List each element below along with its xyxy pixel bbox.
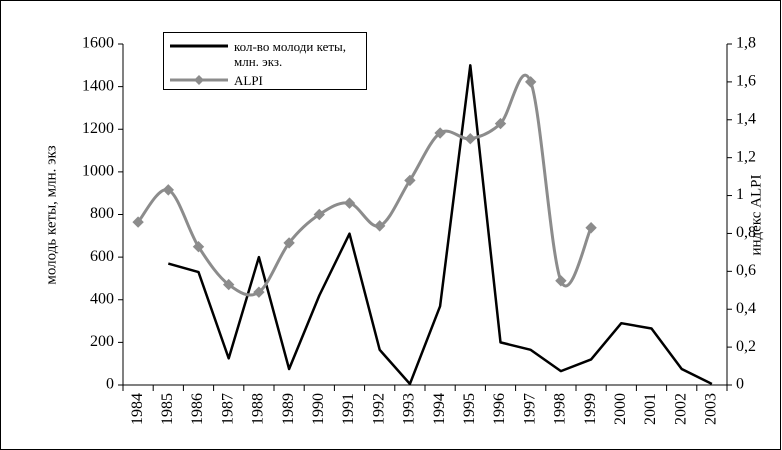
x-tick-label: 2003 bbox=[703, 393, 720, 425]
y-tick-label: 1600 bbox=[82, 35, 114, 52]
y-tick-label: 400 bbox=[90, 290, 114, 307]
legend-swatch bbox=[170, 44, 228, 48]
y-tick-label: 600 bbox=[90, 248, 114, 265]
marker bbox=[313, 208, 326, 221]
x-tick-label: 1988 bbox=[250, 393, 267, 425]
marker bbox=[283, 237, 295, 249]
y-tick-label: 0 bbox=[106, 376, 114, 393]
marker bbox=[434, 127, 446, 139]
marker bbox=[464, 133, 477, 145]
marker bbox=[555, 275, 567, 287]
y2-tick-label: 0,2 bbox=[736, 338, 756, 355]
y-tick-label: 800 bbox=[90, 205, 114, 222]
x-tick-label: 1995 bbox=[461, 393, 478, 425]
legend: кол-во молоди кеты, млн. экз. ALPI bbox=[163, 32, 367, 90]
marker bbox=[585, 222, 597, 234]
y2-tick-label: 0 bbox=[736, 376, 744, 393]
y2-tick-label: 0,4 bbox=[736, 300, 756, 317]
x-tick-label: 1991 bbox=[340, 393, 357, 425]
x-tick-label: 1994 bbox=[431, 393, 448, 425]
marker bbox=[253, 286, 265, 298]
x-tick-label: 1986 bbox=[189, 393, 206, 425]
marker bbox=[373, 220, 386, 232]
marker bbox=[222, 278, 235, 291]
y-tick-label: 1200 bbox=[82, 120, 114, 137]
marker bbox=[494, 117, 507, 130]
legend-marker bbox=[194, 75, 204, 85]
x-tick-label: 2002 bbox=[672, 393, 689, 425]
series-line bbox=[167, 64, 713, 386]
marker bbox=[404, 174, 416, 187]
x-tick-label: 1996 bbox=[491, 393, 508, 425]
y2-tick-label: 1,2 bbox=[736, 148, 756, 165]
x-tick-label: 1985 bbox=[159, 393, 176, 425]
y2-tick-label: 1,4 bbox=[736, 110, 756, 127]
x-tick-label: 1984 bbox=[129, 393, 146, 425]
y2-axis-label: индекс ALPI bbox=[748, 174, 764, 255]
y2-tick-label: 0,8 bbox=[736, 224, 756, 241]
x-tick-label: 1990 bbox=[310, 393, 327, 425]
x-tick-label: 1999 bbox=[582, 393, 599, 425]
marker bbox=[343, 197, 356, 209]
x-tick-label: 1992 bbox=[370, 393, 387, 425]
y-tick-label: 1000 bbox=[82, 163, 114, 180]
x-tick-label: 1993 bbox=[401, 393, 418, 425]
x-tick-label: 1987 bbox=[219, 393, 236, 425]
marker bbox=[132, 216, 144, 228]
legend-label: кол-во молоди кеты, млн. экз. bbox=[234, 39, 347, 69]
marker bbox=[192, 240, 205, 253]
y2-tick-label: 0,6 bbox=[736, 262, 756, 279]
y-tick-label: 1400 bbox=[82, 77, 114, 94]
series-line bbox=[136, 73, 593, 297]
x-tick-label: 2001 bbox=[642, 393, 659, 425]
legend-swatch bbox=[170, 75, 228, 85]
marker bbox=[524, 76, 537, 88]
x-tick-label: 1989 bbox=[280, 393, 297, 425]
legend-label: ALPI bbox=[234, 73, 263, 88]
x-tick-label: 1998 bbox=[552, 393, 569, 425]
y-axis-label: молодь кеты, млн. экз bbox=[43, 145, 59, 284]
y-tick-label: 200 bbox=[90, 333, 114, 350]
y2-tick-label: 1 bbox=[736, 186, 744, 203]
marker bbox=[162, 184, 175, 196]
x-tick-label: 1997 bbox=[521, 393, 538, 425]
y2-tick-label: 1,6 bbox=[736, 73, 756, 90]
y2-tick-label: 1,8 bbox=[736, 35, 756, 52]
x-tick-label: 2000 bbox=[612, 393, 629, 425]
